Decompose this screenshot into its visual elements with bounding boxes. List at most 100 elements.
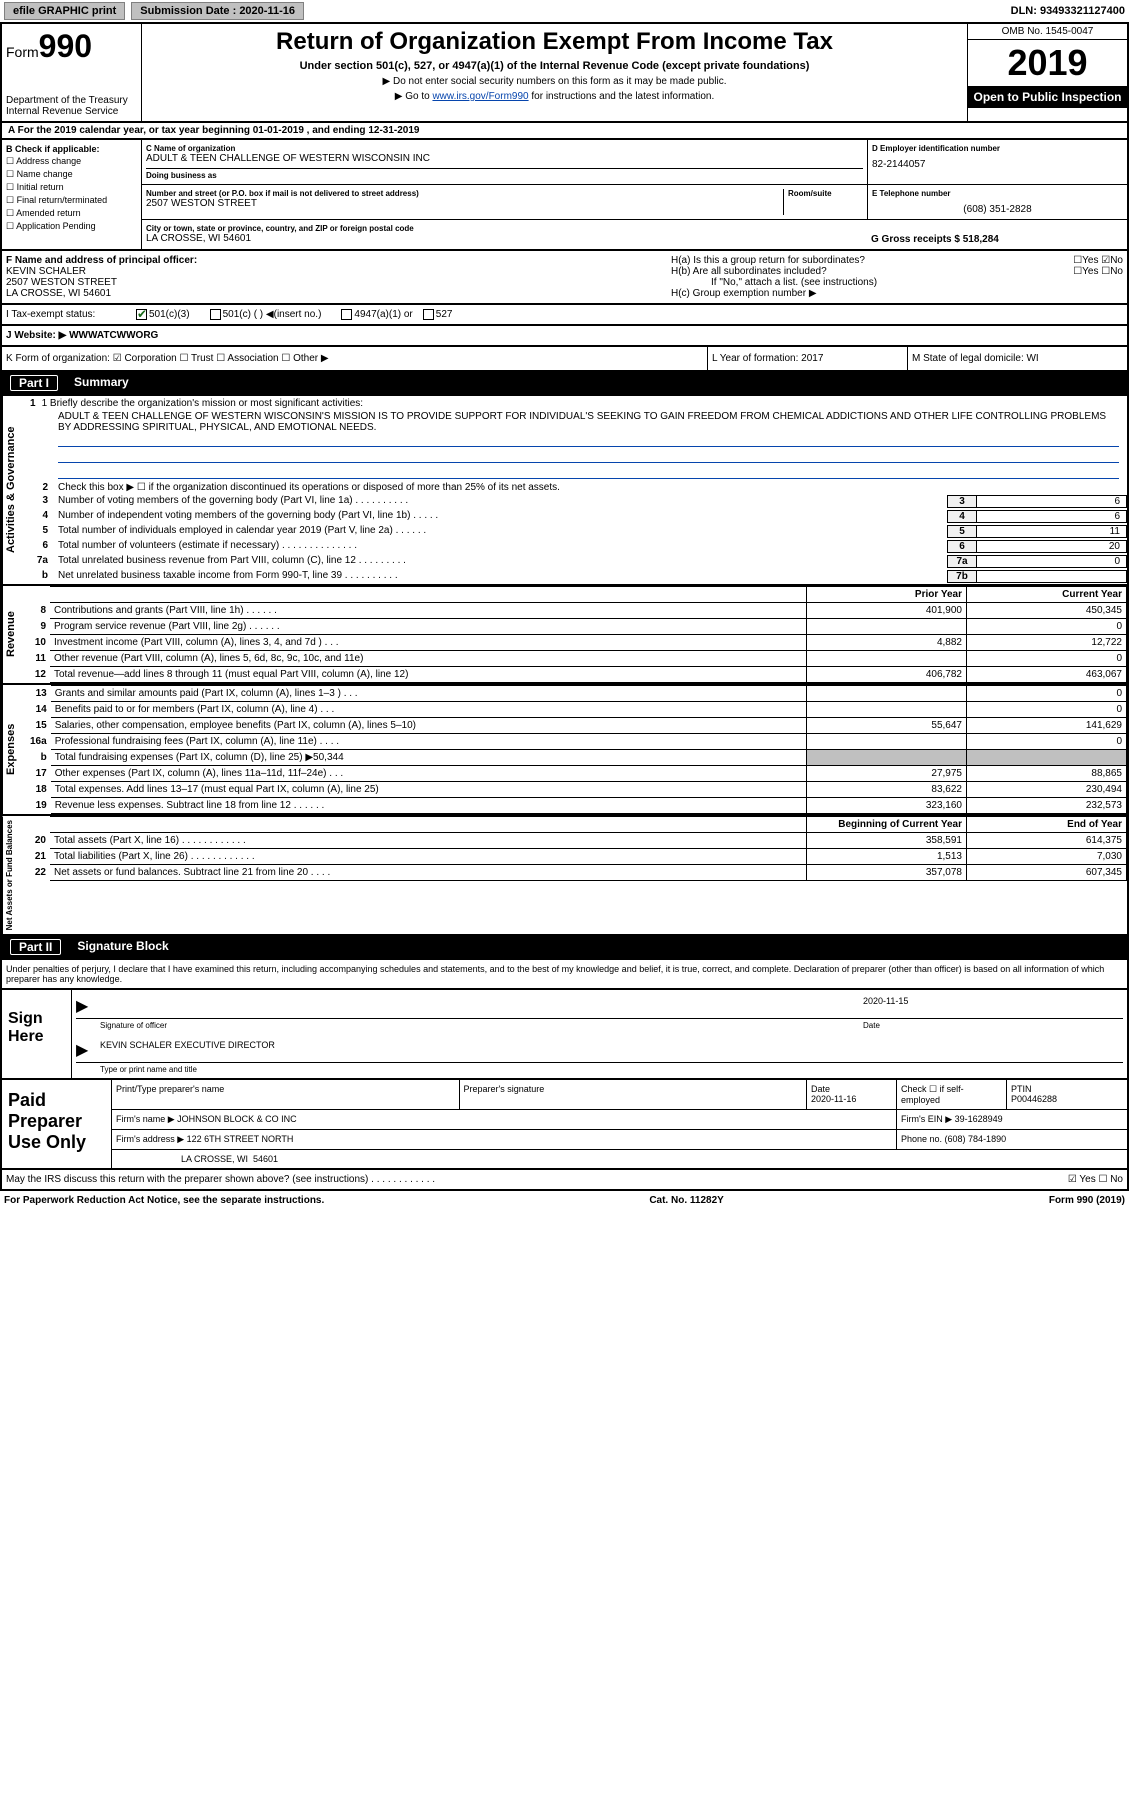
ha-answer[interactable]: ☐Yes ☑No [1073,255,1123,266]
ein-value: 82-2144057 [872,159,1123,170]
form-num: 990 [39,28,92,64]
prep-sig-label: Preparer's signature [460,1080,808,1109]
line-num: 7a [26,555,54,568]
dept-treasury: Department of the Treasury Internal Reve… [6,95,137,117]
table-row: 16a Professional fundraising fees (Part … [26,734,1127,750]
curr-val: 230,494 [967,782,1127,798]
part1-header: Part I Summary [0,372,1129,396]
officer-addr1: 2507 WESTON STREET [6,277,663,288]
line-boxnum: 7a [947,555,977,568]
line-num: 17 [26,766,51,782]
net-table: Beginning of Current YearEnd of Year 20 … [26,816,1127,881]
line-text: Total revenue—add lines 8 through 11 (mu… [50,667,807,683]
footer-bottom: For Paperwork Reduction Act Notice, see … [0,1191,1129,1210]
revenue-table: Prior YearCurrent Year 8 Contributions a… [26,586,1127,683]
header-center: Return of Organization Exempt From Incom… [142,24,967,121]
line-text: Check this box ▶ ☐ if the organization d… [54,482,1127,493]
curr-val: 0 [967,619,1127,635]
cb-501c3[interactable] [136,309,147,320]
submission-date: Submission Date : 2020-11-16 [131,2,304,20]
sig-arrow-icon: ▶ [76,996,100,1016]
exp-content: 13 Grants and similar amounts paid (Part… [26,685,1127,814]
prior-val [807,702,967,718]
cb-final[interactable]: ☐ Final return/terminated [6,195,137,206]
h-section: H(a) Is this a group return for subordin… [667,251,1127,303]
line-text: Salaries, other compensation, employee b… [51,718,807,734]
paid-preparer: Paid Preparer Use Only Print/Type prepar… [0,1080,1129,1170]
gov-line: 7a Total unrelated business revenue from… [26,554,1127,569]
line-num: 14 [26,702,51,718]
begin-val: 357,078 [807,865,967,881]
gov-section: Activities & Governance 1 1 Briefly desc… [0,396,1129,586]
cb-initial[interactable]: ☐ Initial return [6,182,137,193]
prior-val: 83,622 [807,782,967,798]
hb-note: If "No," attach a list. (see instruction… [671,277,1123,288]
line-boxnum: 4 [947,510,977,523]
curr-val: 232,573 [967,798,1127,814]
tax-exempt-row: I Tax-exempt status: 501(c)(3) 501(c) ( … [0,305,1129,326]
net-content: Beginning of Current YearEnd of Year 20 … [26,816,1127,934]
vlabel-exp: Expenses [2,685,26,814]
street-label: Number and street (or P.O. box if mail i… [146,189,783,198]
mission-blank3 [58,465,1119,479]
efile-button[interactable]: efile GRAPHIC print [4,2,125,20]
cb-4947[interactable] [341,309,352,320]
gross-cell: G Gross receipts $ 518,284 [867,220,1127,249]
part2-label: Part II [10,939,61,955]
cb-pending[interactable]: ☐ Application Pending [6,221,137,232]
cb-name[interactable]: ☐ Name change [6,169,137,180]
line-text: Revenue less expenses. Subtract line 18 … [51,798,807,814]
discuss-answer[interactable]: ☑ Yes ☐ No [1068,1174,1123,1185]
part1-label: Part I [10,375,58,391]
cb-amended[interactable]: ☐ Amended return [6,208,137,219]
line-num: 20 [26,833,50,849]
prep-self[interactable]: Check ☐ if self-employed [897,1080,1007,1109]
line-text: Total number of individuals employed in … [54,525,947,538]
table-row: 15 Salaries, other compensation, employe… [26,718,1127,734]
col-b-header: B Check if applicable: [6,144,137,154]
form-subtitle: Under section 501(c), 527, or 4947(a)(1)… [152,60,957,72]
prep-name-label: Print/Type preparer's name [112,1080,460,1109]
cb-501c[interactable] [210,309,221,320]
tax-year: 2019 [968,40,1127,86]
go-to-text: ▶ Go to [395,91,433,102]
line-text: Grants and similar amounts paid (Part IX… [51,686,807,702]
top-bar: efile GRAPHIC print Submission Date : 20… [0,0,1129,24]
line-num: 15 [26,718,51,734]
ein-cell: D Employer identification number 82-2144… [867,140,1127,184]
line-num: 4 [26,510,54,523]
gov-content: 1 1 Briefly describe the organization's … [26,396,1127,584]
th-begin: Beginning of Current Year [807,817,967,833]
instructions-suffix: for instructions and the latest informat… [529,91,715,102]
mission-blank1 [58,433,1119,447]
discuss-row: May the IRS discuss this return with the… [0,1170,1129,1191]
cb-527[interactable] [423,309,434,320]
irs-link[interactable]: www.irs.gov/Form990 [432,91,528,102]
begin-val: 1,513 [807,849,967,865]
firm-name: Firm's name ▶ JOHNSON BLOCK & CO INC [112,1110,897,1129]
curr-val: 0 [967,702,1127,718]
part2-title: Signature Block [77,939,168,955]
mission-q: 1 1 Briefly describe the organization's … [26,396,1127,411]
ssn-warning: ▶ Do not enter social security numbers o… [152,76,957,87]
line-num: b [26,570,54,583]
gov-line: 2 Check this box ▶ ☐ if the organization… [26,481,1127,494]
sig-field[interactable] [100,996,863,1016]
hb-answer[interactable]: ☐Yes ☐No [1073,266,1123,277]
line-boxnum: 7b [947,570,977,583]
mission-blank2 [58,449,1119,463]
prior-val [807,651,967,667]
gross-receipts: G Gross receipts $ 518,284 [871,234,1123,245]
opt-4947: 4947(a)(1) or [354,309,412,320]
net-section: Net Assets or Fund Balances Beginning of… [0,816,1129,936]
sign-here-body: ▶ 2020-11-15 Signature of officerDate ▶ … [72,990,1127,1078]
ein-label: D Employer identification number [872,144,1123,153]
curr-val: 0 [967,686,1127,702]
th-end: End of Year [967,817,1127,833]
line-text: Total liabilities (Part X, line 26) . . … [50,849,807,865]
expenses-table: 13 Grants and similar amounts paid (Part… [26,685,1127,814]
city-cell: City or town, state or province, country… [142,220,867,249]
line-text: Number of voting members of the governin… [54,495,947,508]
line-num: 5 [26,525,54,538]
cb-address[interactable]: ☐ Address change [6,156,137,167]
